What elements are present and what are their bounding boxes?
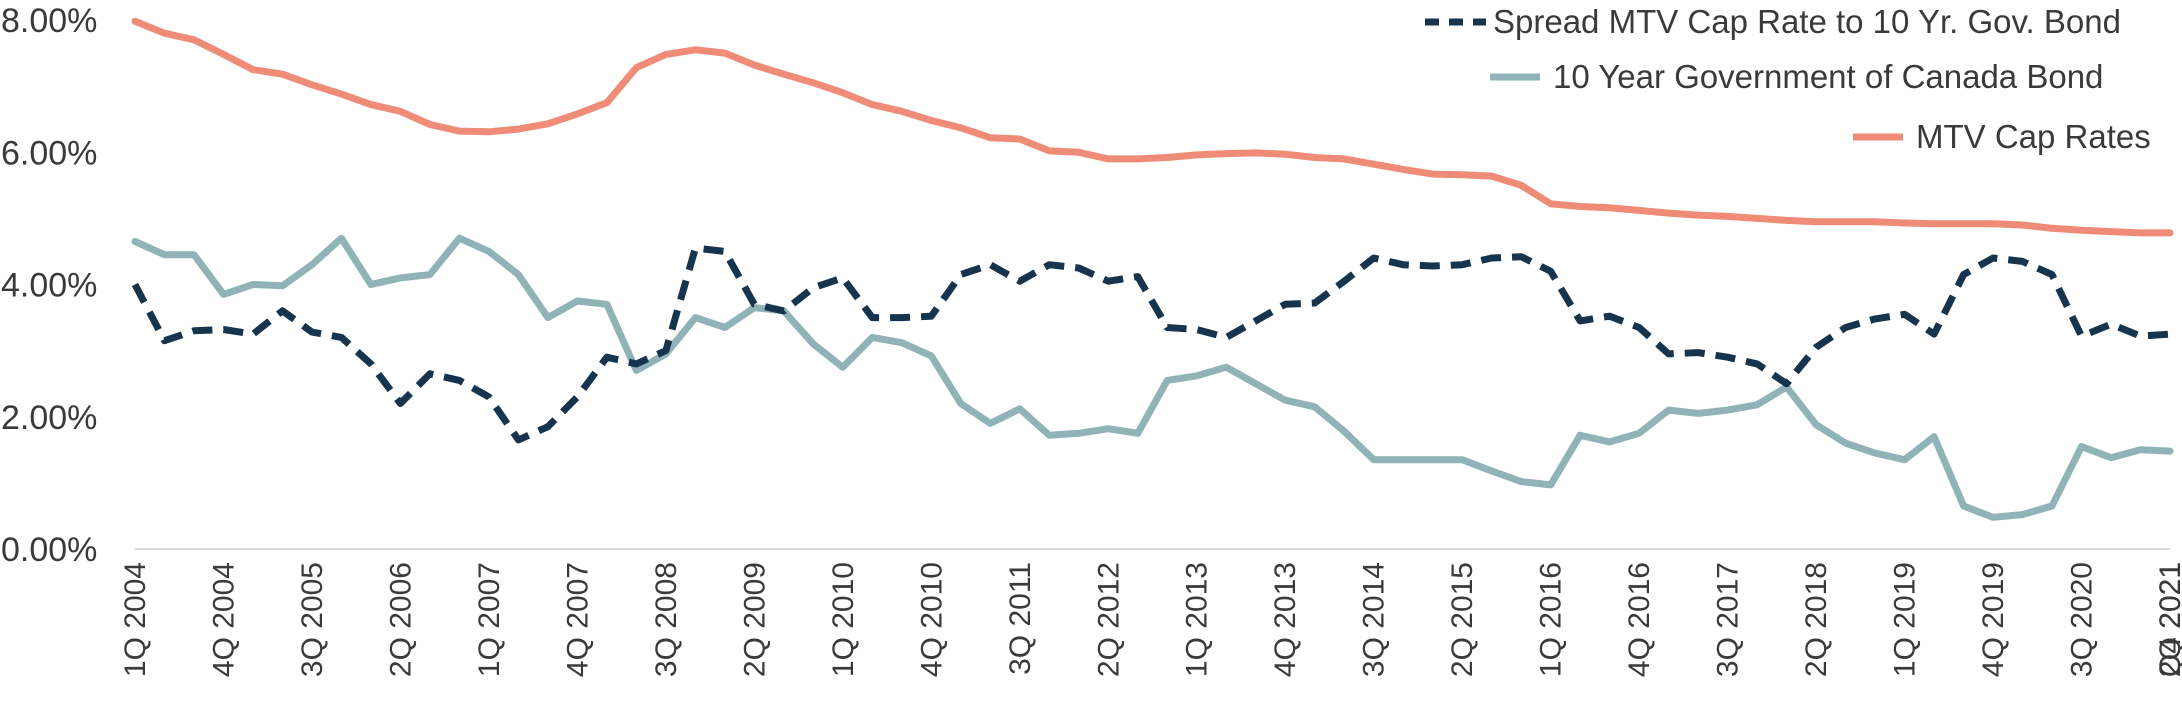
x-tick-label: 2Q 2009 [738,562,771,677]
x-tick-label: 3Q 2017 [1712,562,1745,677]
x-tick-label: 4Q 2013 [1269,562,1302,677]
y-tick-label: 8.00% [1,2,97,40]
x-tick-label: 4Q 2010 [915,562,948,677]
x-tick-label: Q4 2021 [2154,562,2182,677]
series-lines [131,17,2174,521]
x-tick-label: 4Q 2016 [1623,562,1656,677]
x-axis: 1Q 2004 4Q 2004 3Q 2005 2Q 2006 1Q 2007 4Q 20… [119,548,2182,677]
y-tick-label: 4.00% [1,267,97,305]
x-tick-label: 1Q 2019 [1889,562,1922,677]
x-tick-label: 2Q 2006 [384,562,417,677]
x-tick-label: 2Q 2015 [1446,562,1479,677]
y-tick-label: 2.00% [1,399,97,437]
x-tick-label: 4Q 2007 [561,562,594,677]
legend-item: Spread MTV Cap Rate to 10 Yr. Gov. Bond [1425,3,2121,40]
y-tick-label: 0.00% [1,531,97,569]
x-tick-label: 1Q 2016 [1535,562,1568,677]
x-tick-label: 1Q 2013 [1181,562,1214,677]
legend: Spread MTV Cap Rate to 10 Yr. Gov. Bond 1… [1425,3,2151,155]
x-tick-label: 4Q 2004 [207,562,240,677]
y-axis: 0.00% 2.00% 4.00% 6.00% 8.00% [1,2,97,569]
x-tick-label: 4Q 2019 [1977,562,2010,677]
x-tick-label: 2Q 2021 [2154,562,2182,677]
x-tick-label: 1Q 2007 [473,562,506,677]
x-tick-label: 2Q 2018 [1800,562,1833,677]
series-line-bond [131,234,2174,521]
legend-label: Spread MTV Cap Rate to 10 Yr. Gov. Bond [1493,3,2121,40]
x-tick-label: 3Q 2020 [2066,562,2099,677]
x-tick-label: 3Q 2005 [296,562,329,677]
legend-item: MTV Cap Rates [1853,118,2151,155]
x-tick-label: 2Q 2012 [1092,562,1125,677]
x-tick-label: 1Q 2004 [119,562,152,677]
series-line-cap-rates [131,17,2174,237]
legend-label: MTV Cap Rates [1916,118,2151,155]
x-tick-label: 3Q 2008 [650,562,683,677]
legend-label: 10 Year Government of Canada Bond [1553,58,2103,95]
series-line-spread [131,244,2171,444]
legend-item: 10 Year Government of Canada Bond [1490,58,2103,95]
x-tick-label: 3Q 2014 [1358,562,1391,677]
x-tick-label: 3Q 2011 [1004,562,1037,675]
x-tick-label: 1Q 2010 [827,562,860,677]
y-tick-label: 6.00% [1,134,97,172]
